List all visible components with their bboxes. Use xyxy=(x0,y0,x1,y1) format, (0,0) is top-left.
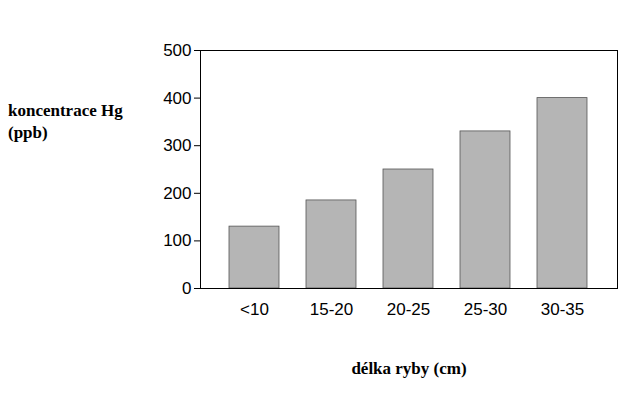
svg-text:25-30: 25-30 xyxy=(464,300,507,319)
svg-text:délka ryby (cm): délka ryby (cm) xyxy=(351,359,466,378)
svg-text:30-35: 30-35 xyxy=(541,300,584,319)
svg-text:15-20: 15-20 xyxy=(310,300,353,319)
svg-text:300: 300 xyxy=(163,136,191,155)
svg-text:100: 100 xyxy=(163,231,191,250)
svg-text:500: 500 xyxy=(163,41,191,60)
svg-text:<10: <10 xyxy=(240,300,269,319)
svg-text:400: 400 xyxy=(163,89,191,108)
svg-text:200: 200 xyxy=(163,184,191,203)
svg-text:0: 0 xyxy=(182,279,191,298)
html-text:koncentrace Hg (ppb): koncentrace Hg (ppb) xyxy=(8,101,123,143)
svg-text:20-25: 20-25 xyxy=(387,300,430,319)
